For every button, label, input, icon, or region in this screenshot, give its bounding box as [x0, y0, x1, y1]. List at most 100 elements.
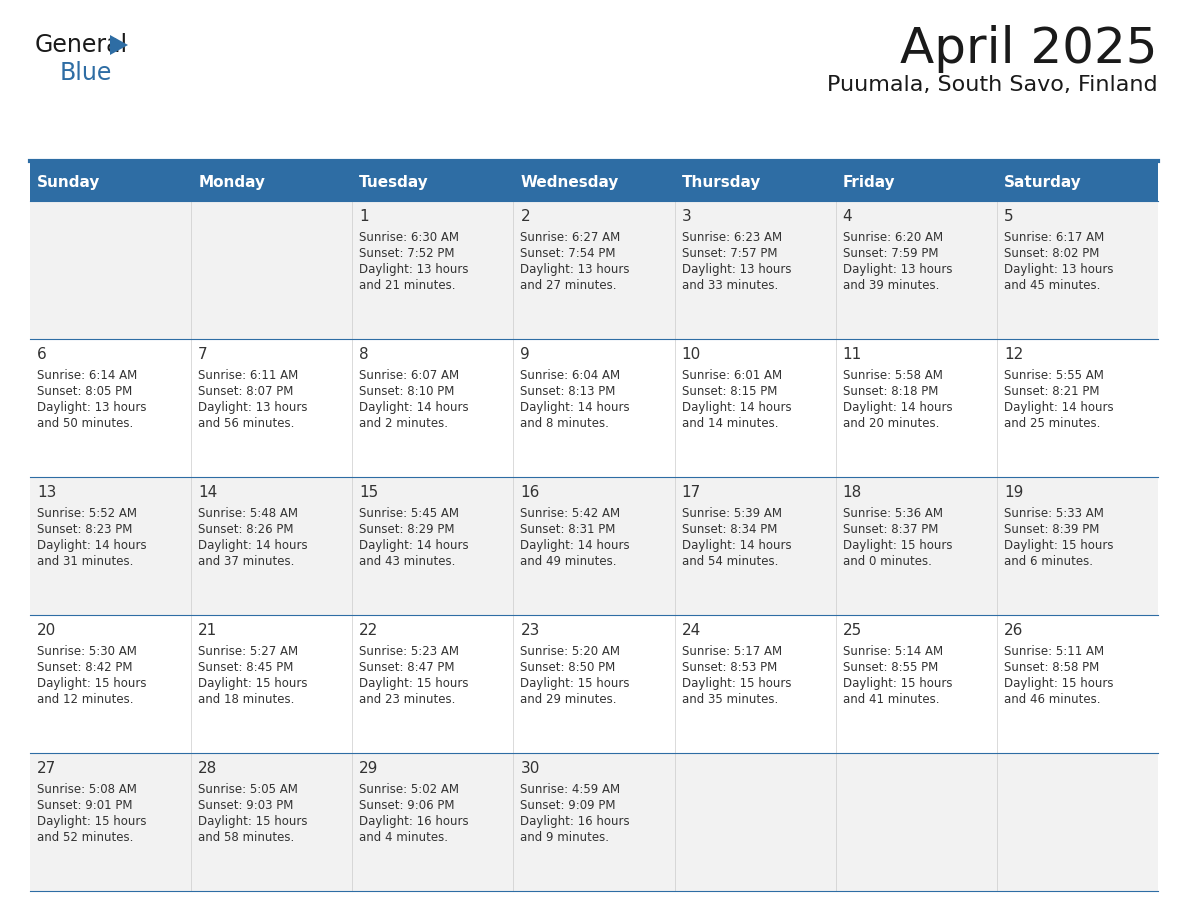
Text: and 4 minutes.: and 4 minutes. — [359, 831, 448, 844]
Text: Sunset: 8:02 PM: Sunset: 8:02 PM — [1004, 247, 1099, 260]
Text: and 14 minutes.: and 14 minutes. — [682, 417, 778, 430]
Bar — [353, 339, 513, 477]
Text: Sunrise: 6:20 AM: Sunrise: 6:20 AM — [842, 231, 943, 244]
Text: 21: 21 — [198, 623, 217, 638]
Bar — [835, 753, 997, 891]
Text: Sunrise: 6:23 AM: Sunrise: 6:23 AM — [682, 231, 782, 244]
Bar — [675, 339, 835, 477]
Bar — [30, 163, 1158, 201]
Text: and 50 minutes.: and 50 minutes. — [37, 417, 133, 430]
Text: Daylight: 14 hours: Daylight: 14 hours — [37, 539, 146, 552]
Text: 26: 26 — [1004, 623, 1023, 638]
Text: and 43 minutes.: and 43 minutes. — [359, 555, 456, 568]
Text: 3: 3 — [682, 209, 691, 224]
Text: Daylight: 15 hours: Daylight: 15 hours — [359, 677, 469, 690]
Bar — [997, 339, 1158, 477]
Text: Sunset: 9:03 PM: Sunset: 9:03 PM — [198, 799, 293, 812]
Text: Sunset: 8:34 PM: Sunset: 8:34 PM — [682, 523, 777, 536]
Text: Sunrise: 5:20 AM: Sunrise: 5:20 AM — [520, 645, 620, 658]
Text: Daylight: 14 hours: Daylight: 14 hours — [359, 401, 469, 414]
Bar — [835, 477, 997, 615]
Text: and 39 minutes.: and 39 minutes. — [842, 279, 939, 292]
Text: Daylight: 15 hours: Daylight: 15 hours — [1004, 539, 1113, 552]
Text: 13: 13 — [37, 485, 56, 500]
Text: 24: 24 — [682, 623, 701, 638]
Bar — [997, 477, 1158, 615]
Text: 4: 4 — [842, 209, 852, 224]
Bar — [513, 753, 675, 891]
Text: Sunset: 8:07 PM: Sunset: 8:07 PM — [198, 385, 293, 398]
Text: Sunset: 8:50 PM: Sunset: 8:50 PM — [520, 661, 615, 674]
Bar — [30, 339, 191, 477]
Text: Sunset: 8:29 PM: Sunset: 8:29 PM — [359, 523, 455, 536]
Text: Wednesday: Wednesday — [520, 174, 619, 189]
Text: Sunrise: 6:11 AM: Sunrise: 6:11 AM — [198, 369, 298, 382]
Text: Daylight: 15 hours: Daylight: 15 hours — [842, 539, 953, 552]
Text: and 58 minutes.: and 58 minutes. — [198, 831, 295, 844]
Text: Daylight: 15 hours: Daylight: 15 hours — [37, 677, 146, 690]
Text: Sunset: 7:54 PM: Sunset: 7:54 PM — [520, 247, 615, 260]
Text: and 45 minutes.: and 45 minutes. — [1004, 279, 1100, 292]
Text: Sunrise: 6:07 AM: Sunrise: 6:07 AM — [359, 369, 460, 382]
Text: Sunrise: 6:30 AM: Sunrise: 6:30 AM — [359, 231, 460, 244]
Text: Daylight: 13 hours: Daylight: 13 hours — [1004, 263, 1113, 276]
Text: Sunset: 8:18 PM: Sunset: 8:18 PM — [842, 385, 939, 398]
Text: and 9 minutes.: and 9 minutes. — [520, 831, 609, 844]
Text: April 2025: April 2025 — [901, 25, 1158, 73]
Text: Sunset: 8:37 PM: Sunset: 8:37 PM — [842, 523, 939, 536]
Text: Puumala, South Savo, Finland: Puumala, South Savo, Finland — [827, 75, 1158, 95]
Text: Daylight: 15 hours: Daylight: 15 hours — [198, 677, 308, 690]
Text: and 46 minutes.: and 46 minutes. — [1004, 693, 1100, 706]
Text: Sunset: 9:06 PM: Sunset: 9:06 PM — [359, 799, 455, 812]
Bar — [353, 201, 513, 339]
Text: Daylight: 15 hours: Daylight: 15 hours — [520, 677, 630, 690]
Text: and 41 minutes.: and 41 minutes. — [842, 693, 940, 706]
Text: Sunrise: 5:55 AM: Sunrise: 5:55 AM — [1004, 369, 1104, 382]
Text: and 31 minutes.: and 31 minutes. — [37, 555, 133, 568]
Text: 7: 7 — [198, 347, 208, 362]
Text: Sunset: 8:47 PM: Sunset: 8:47 PM — [359, 661, 455, 674]
Text: 22: 22 — [359, 623, 379, 638]
Text: and 12 minutes.: and 12 minutes. — [37, 693, 133, 706]
Bar — [191, 753, 353, 891]
Text: 28: 28 — [198, 761, 217, 776]
Text: Sunset: 7:59 PM: Sunset: 7:59 PM — [842, 247, 939, 260]
Text: Sunrise: 5:45 AM: Sunrise: 5:45 AM — [359, 507, 460, 520]
Bar — [835, 615, 997, 753]
Text: Sunset: 8:05 PM: Sunset: 8:05 PM — [37, 385, 132, 398]
Bar — [353, 615, 513, 753]
Text: Sunset: 8:10 PM: Sunset: 8:10 PM — [359, 385, 455, 398]
Text: Sunset: 8:39 PM: Sunset: 8:39 PM — [1004, 523, 1099, 536]
Text: Saturday: Saturday — [1004, 174, 1081, 189]
Text: 10: 10 — [682, 347, 701, 362]
Bar — [675, 201, 835, 339]
Text: Sunrise: 5:39 AM: Sunrise: 5:39 AM — [682, 507, 782, 520]
Text: 29: 29 — [359, 761, 379, 776]
Text: Daylight: 15 hours: Daylight: 15 hours — [1004, 677, 1113, 690]
Text: Daylight: 14 hours: Daylight: 14 hours — [198, 539, 308, 552]
Text: 9: 9 — [520, 347, 530, 362]
Bar — [353, 477, 513, 615]
Bar — [30, 615, 191, 753]
Text: and 20 minutes.: and 20 minutes. — [842, 417, 939, 430]
Text: Daylight: 15 hours: Daylight: 15 hours — [37, 815, 146, 828]
Text: Friday: Friday — [842, 174, 896, 189]
Bar — [997, 615, 1158, 753]
Text: 23: 23 — [520, 623, 539, 638]
Text: Daylight: 16 hours: Daylight: 16 hours — [359, 815, 469, 828]
Text: Sunset: 8:21 PM: Sunset: 8:21 PM — [1004, 385, 1099, 398]
Text: and 0 minutes.: and 0 minutes. — [842, 555, 931, 568]
Text: Daylight: 14 hours: Daylight: 14 hours — [359, 539, 469, 552]
Bar — [191, 477, 353, 615]
Bar — [675, 477, 835, 615]
Text: and 49 minutes.: and 49 minutes. — [520, 555, 617, 568]
Bar — [997, 753, 1158, 891]
Text: Daylight: 13 hours: Daylight: 13 hours — [37, 401, 146, 414]
Text: Blue: Blue — [61, 61, 113, 85]
Text: Sunrise: 6:14 AM: Sunrise: 6:14 AM — [37, 369, 138, 382]
Text: and 56 minutes.: and 56 minutes. — [198, 417, 295, 430]
Text: 17: 17 — [682, 485, 701, 500]
Text: 1: 1 — [359, 209, 369, 224]
Bar — [513, 477, 675, 615]
Bar — [191, 201, 353, 339]
